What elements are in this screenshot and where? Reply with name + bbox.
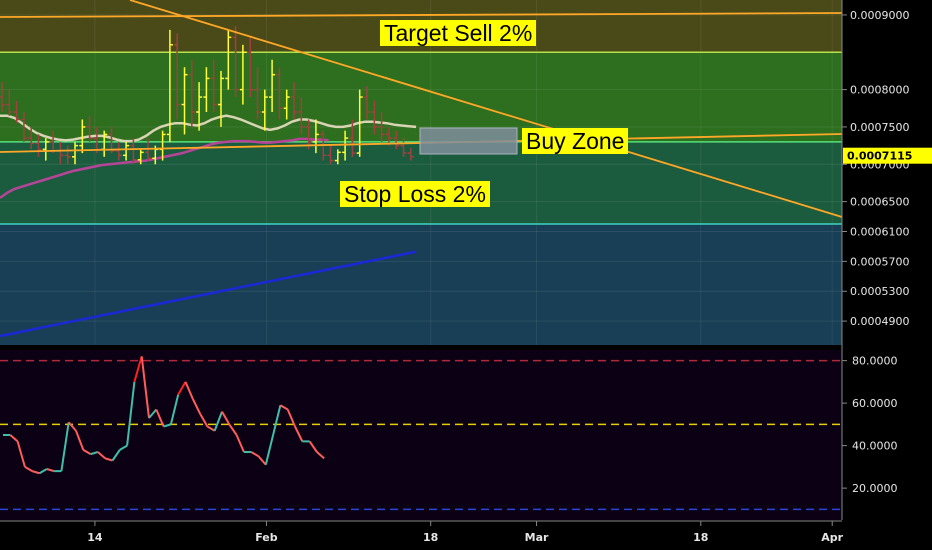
oscillator-segment: [199, 413, 209, 427]
fast-moving-average-line: [0, 114, 417, 143]
price-axis-label: 0.0005300: [850, 285, 910, 298]
mid-moving-average-line: [0, 137, 329, 199]
oscillator-segment: [250, 451, 260, 458]
time-axis-label: Mar: [525, 531, 549, 544]
stop-loss-label: Stop Loss 2%: [340, 181, 490, 207]
oscillator-segment: [31, 470, 40, 475]
oscillator-segment: [104, 457, 113, 462]
oscillator-segment: [133, 356, 143, 383]
oscillator-segment: [126, 381, 136, 446]
time-axis-label: Feb: [255, 531, 278, 544]
oscillator-segment: [119, 444, 128, 451]
price-band-3: [0, 224, 842, 345]
time-axis-label: 18: [423, 531, 438, 544]
oscillator-segment: [191, 398, 201, 415]
oscillator-segment: [140, 356, 150, 419]
oscillator-axis-label: 40.0000: [852, 440, 898, 453]
oscillator-segment: [90, 451, 99, 456]
panel-divider: [0, 345, 932, 350]
oscillator-segment: [257, 455, 267, 466]
oscillator-segment: [9, 434, 19, 443]
upper-resistance-trendline: [0, 12, 843, 18]
price-axis-background: [842, 0, 932, 550]
price-axis-label: 0.0009000: [850, 9, 910, 22]
time-axis-label: 18: [693, 531, 708, 544]
price-axis-label: 0.0005700: [850, 255, 910, 268]
oscillator-axis-label: 20.0000: [852, 482, 898, 495]
descending-trendline: [129, 0, 843, 218]
oscillator-segment: [286, 409, 296, 427]
oscillator-segment: [46, 468, 55, 473]
oscillator-segment: [169, 394, 180, 425]
oscillator-segment: [206, 425, 216, 432]
price-axis-label: 0.0006500: [850, 196, 910, 209]
price-axis-label: 0.0004900: [850, 315, 910, 328]
oscillator-segment: [111, 449, 121, 462]
oscillator-segment: [221, 411, 231, 425]
buy-zone-box: [419, 127, 518, 155]
oscillator-segment: [316, 451, 325, 460]
price-axis-label: 0.0007500: [850, 121, 910, 134]
oscillator-segment: [308, 440, 318, 453]
oscillator-segment: [213, 411, 223, 432]
oscillator-segment: [184, 381, 194, 400]
slow-moving-average-line: [0, 250, 417, 338]
price-band-1: [0, 52, 842, 142]
target-sell-label: Target Sell 2%: [380, 20, 537, 46]
oscillator-segment: [24, 466, 33, 472]
oscillator-segment: [264, 434, 275, 465]
oscillator-segment: [279, 404, 289, 411]
buy-zone-label: Buy Zone: [522, 128, 629, 154]
oscillator-segment: [75, 430, 85, 451]
oscillator-segment: [148, 408, 158, 419]
current-price-label: 0.0007115: [847, 150, 912, 163]
oscillator-background: [0, 350, 842, 520]
oscillator-segment: [16, 441, 26, 468]
oscillator-segment: [272, 405, 282, 436]
oscillator-segment: [38, 468, 48, 475]
price-axis-label: 0.0006100: [850, 225, 910, 238]
oscillator-segment: [228, 423, 238, 436]
oscillator-segment: [60, 422, 70, 472]
oscillator-axis-label: 80.0000: [852, 355, 898, 368]
current-price-marker: [843, 147, 932, 164]
oscillator-segment: [294, 426, 304, 442]
time-axis-label: 14: [87, 531, 103, 544]
oscillator-segment: [82, 449, 92, 455]
oscillator-segment: [67, 421, 77, 432]
oscillator-segment: [177, 381, 187, 396]
oscillator-segment: [155, 409, 165, 427]
time-axis-label: Apr: [821, 531, 843, 544]
oscillator-segment: [235, 434, 245, 453]
oscillator-segment: [97, 451, 106, 460]
oscillator-axis-label: 60.0000: [852, 397, 898, 410]
oscillator-segment: [163, 423, 172, 428]
price-axis-label: 0.0008000: [850, 84, 910, 97]
